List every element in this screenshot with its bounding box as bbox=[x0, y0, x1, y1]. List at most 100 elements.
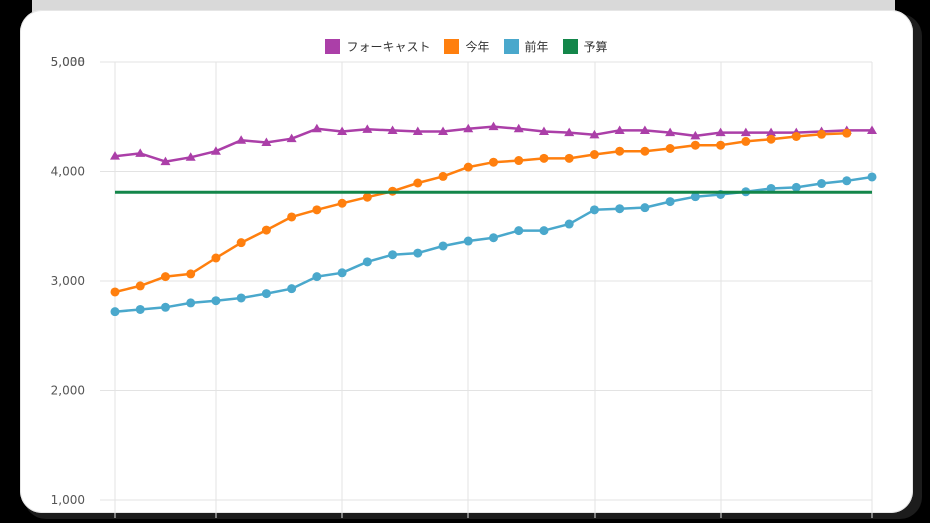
data-point-this-year bbox=[615, 146, 625, 156]
data-point-this-year bbox=[135, 281, 145, 291]
data-point-this-year bbox=[287, 212, 297, 222]
data-point-this-year bbox=[791, 131, 801, 141]
chart-card: フォーキャスト 今年 前年 予算 bbox=[20, 10, 913, 513]
data-point-last-year bbox=[539, 226, 549, 236]
data-point-this-year bbox=[716, 140, 726, 150]
data-point-forecast bbox=[589, 129, 600, 139]
data-point-last-year bbox=[312, 272, 322, 282]
data-point-last-year bbox=[236, 293, 246, 303]
data-point-forecast bbox=[614, 125, 625, 134]
legend-label-this-year: 今年 bbox=[465, 40, 490, 54]
data-point-this-year bbox=[312, 205, 322, 215]
data-point-forecast bbox=[639, 125, 650, 134]
legend-swatch-budget bbox=[562, 39, 578, 54]
data-point-last-year bbox=[211, 296, 221, 306]
legend-item-forecast[interactable]: フォーキャスト bbox=[325, 38, 430, 55]
data-point-last-year bbox=[287, 284, 297, 294]
data-point-forecast bbox=[766, 127, 777, 137]
y-tick-label: 4,000 bbox=[51, 165, 85, 179]
data-point-forecast bbox=[387, 125, 398, 134]
data-point-last-year bbox=[665, 197, 675, 207]
data-point-forecast bbox=[538, 126, 549, 136]
data-point-this-year bbox=[514, 156, 524, 166]
data-point-last-year bbox=[817, 179, 827, 189]
data-point-last-year bbox=[615, 204, 625, 214]
data-point-this-year bbox=[564, 153, 574, 163]
data-point-this-year bbox=[741, 136, 751, 146]
data-point-forecast bbox=[236, 135, 247, 144]
data-point-last-year bbox=[337, 268, 347, 278]
y-tick-label-overlap: 5,038 bbox=[51, 55, 85, 69]
data-point-last-year bbox=[791, 182, 801, 192]
data-point-this-year bbox=[640, 146, 650, 156]
data-point-last-year bbox=[489, 233, 498, 243]
data-point-this-year bbox=[539, 153, 549, 163]
data-point-this-year bbox=[261, 225, 271, 235]
series-line-last-year bbox=[114, 175, 873, 313]
data-point-this-year bbox=[337, 198, 347, 208]
y-tick-label: 5,000 bbox=[51, 55, 85, 69]
legend-swatch-this-year bbox=[444, 39, 460, 54]
legend-item-this-year[interactable]: 今年 bbox=[444, 38, 490, 55]
y-tick-label: 1,000 bbox=[51, 493, 85, 507]
data-point-this-year bbox=[817, 129, 827, 139]
data-point-last-year bbox=[514, 226, 524, 236]
data-point-last-year bbox=[438, 241, 448, 251]
data-point-last-year bbox=[867, 172, 877, 182]
data-point-forecast bbox=[690, 130, 701, 140]
data-point-this-year bbox=[690, 140, 700, 150]
data-point-forecast bbox=[715, 127, 726, 137]
data-point-forecast bbox=[311, 123, 322, 133]
data-point-last-year bbox=[766, 183, 776, 193]
data-point-this-year bbox=[589, 150, 599, 160]
window-top-strip bbox=[32, 0, 895, 12]
data-point-this-year bbox=[665, 144, 675, 154]
legend-label-last-year: 前年 bbox=[524, 40, 549, 54]
data-point-this-year bbox=[110, 287, 120, 297]
data-point-forecast bbox=[564, 127, 575, 137]
data-point-this-year bbox=[362, 192, 372, 202]
data-point-this-year bbox=[211, 253, 221, 263]
data-point-last-year bbox=[186, 298, 196, 308]
data-point-this-year bbox=[489, 157, 498, 167]
legend-label-budget: 予算 bbox=[583, 40, 608, 54]
data-point-forecast bbox=[135, 148, 146, 157]
data-point-forecast bbox=[867, 125, 877, 134]
data-point-forecast bbox=[362, 124, 373, 133]
data-point-this-year bbox=[160, 272, 170, 282]
data-point-last-year bbox=[842, 176, 852, 186]
data-point-last-year bbox=[463, 236, 473, 246]
data-point-this-year bbox=[842, 128, 852, 138]
data-point-last-year bbox=[388, 250, 398, 260]
data-point-forecast bbox=[513, 123, 524, 133]
legend-item-last-year[interactable]: 前年 bbox=[503, 38, 549, 55]
data-point-last-year bbox=[362, 257, 372, 267]
data-point-this-year bbox=[438, 171, 448, 181]
data-point-this-year bbox=[463, 162, 473, 172]
data-point-last-year bbox=[413, 248, 423, 258]
data-point-this-year bbox=[766, 134, 776, 144]
data-point-forecast bbox=[488, 121, 499, 131]
data-point-forecast bbox=[160, 156, 171, 166]
data-point-last-year bbox=[640, 203, 650, 213]
data-point-last-year bbox=[261, 289, 271, 299]
data-point-last-year bbox=[110, 307, 120, 317]
chart-legend: フォーキャスト 今年 前年 予算 bbox=[20, 38, 913, 55]
data-point-forecast bbox=[286, 133, 297, 143]
legend-item-budget[interactable]: 予算 bbox=[562, 38, 608, 55]
data-point-last-year bbox=[690, 192, 700, 202]
data-point-last-year bbox=[589, 205, 599, 215]
data-point-last-year bbox=[564, 219, 574, 229]
data-point-last-year bbox=[160, 302, 170, 312]
series-line-this-year bbox=[114, 131, 847, 294]
data-point-this-year bbox=[186, 269, 196, 279]
data-point-this-year bbox=[236, 238, 246, 248]
legend-swatch-last-year bbox=[503, 39, 519, 54]
data-point-this-year bbox=[413, 178, 423, 188]
data-point-forecast bbox=[210, 146, 221, 155]
data-point-forecast bbox=[438, 126, 449, 136]
data-point-forecast bbox=[412, 126, 423, 136]
series-line-forecast bbox=[114, 125, 872, 163]
y-tick-label: 2,000 bbox=[51, 384, 85, 398]
